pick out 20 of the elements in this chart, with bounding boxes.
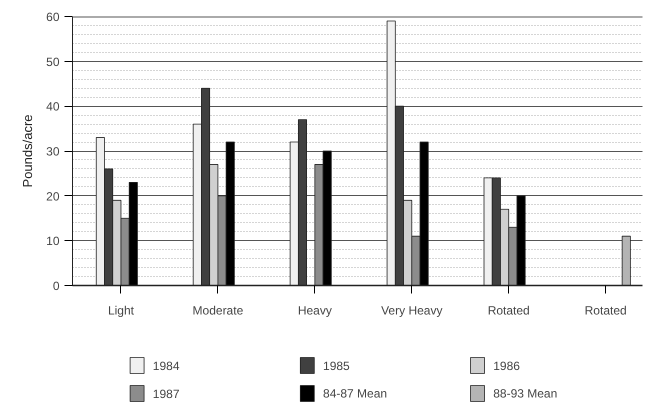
x-tick-label: Light bbox=[108, 304, 135, 318]
legend-label: 1984 bbox=[152, 359, 180, 373]
legend-label: 1986 bbox=[493, 359, 520, 373]
legend-label: 1987 bbox=[152, 387, 180, 401]
y-tick-label: 30 bbox=[46, 144, 60, 158]
x-tick-label: Rotated bbox=[488, 304, 530, 318]
y-tick-label: 40 bbox=[46, 100, 60, 114]
y-tick-label: 20 bbox=[46, 189, 60, 204]
x-tick-label: Moderate bbox=[192, 304, 244, 318]
x-tick-label: Heavy bbox=[298, 304, 332, 318]
y-tick-label: 0 bbox=[52, 279, 60, 293]
legend-label: 1985 bbox=[323, 359, 350, 373]
y-axis-title: Pounds/acre bbox=[20, 114, 36, 188]
x-tick-label: Rotated bbox=[584, 304, 627, 318]
y-tick-label: 10 bbox=[46, 234, 60, 248]
legend-label: 84-87 Mean bbox=[323, 386, 388, 400]
y-tick-label: 50 bbox=[46, 54, 60, 69]
x-tick-label: Very Heavy bbox=[381, 304, 442, 318]
y-tick-label: 60 bbox=[46, 10, 60, 24]
legend-label: 88-93 Mean bbox=[493, 386, 558, 400]
